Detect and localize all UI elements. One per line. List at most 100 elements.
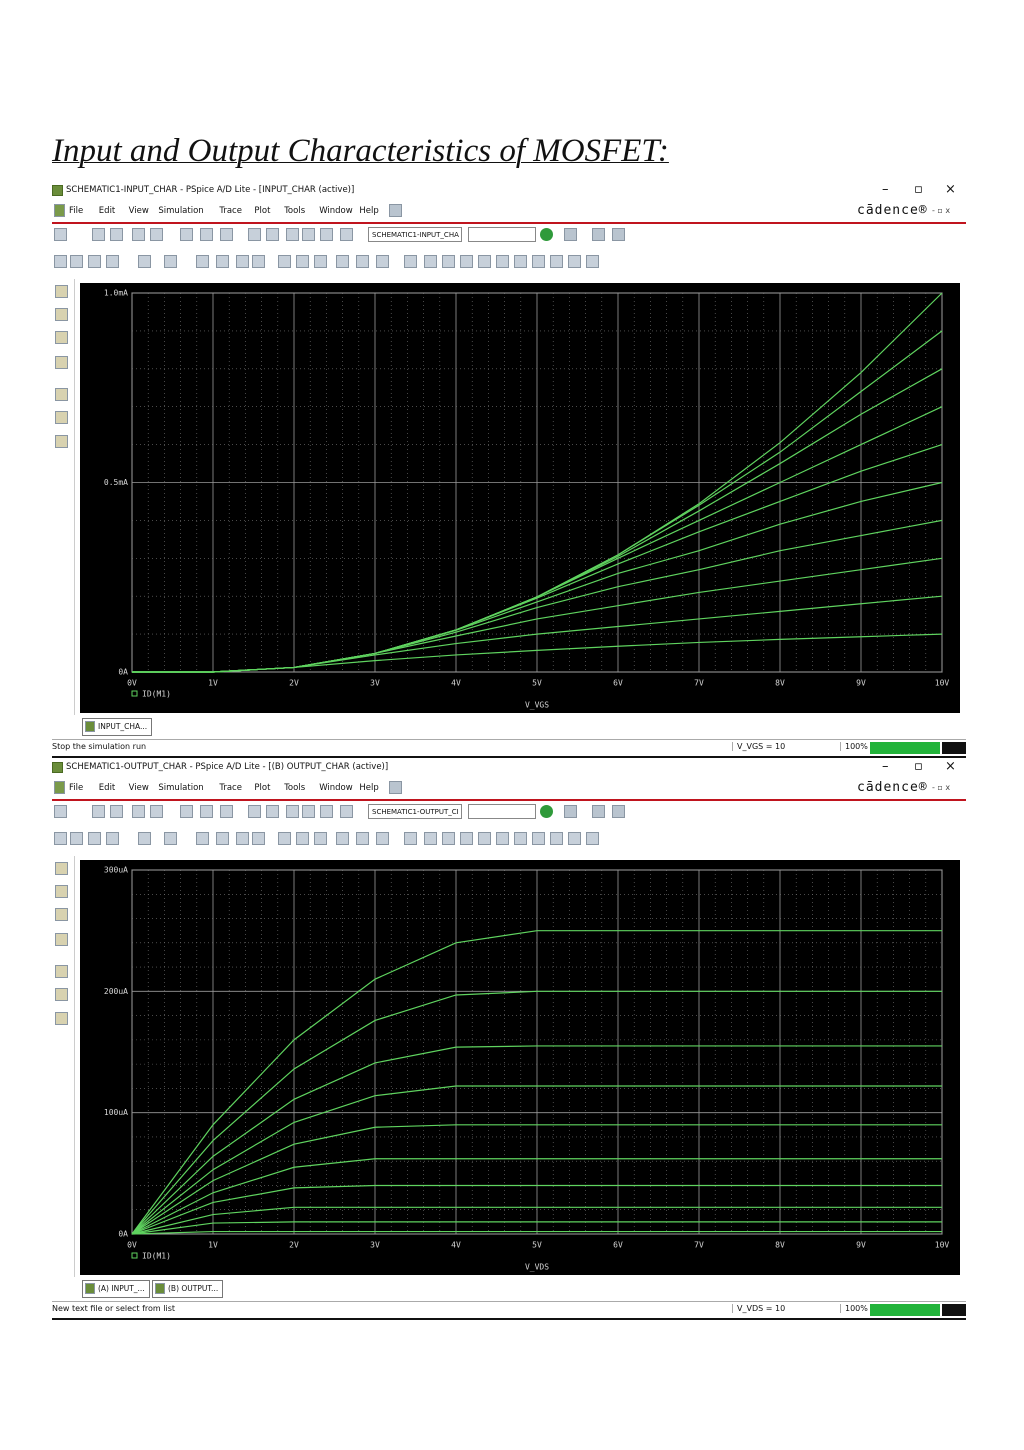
menu-item[interactable]: View xyxy=(128,783,149,793)
profile-field[interactable]: SCHEMATIC1-INPUT_CHA xyxy=(368,227,462,242)
toolbar-button[interactable] xyxy=(320,228,333,241)
toolbar-button[interactable] xyxy=(612,805,625,818)
side-button[interactable] xyxy=(55,388,68,401)
toolbar-button[interactable] xyxy=(568,255,581,268)
side-button[interactable] xyxy=(55,1012,68,1025)
side-button[interactable] xyxy=(55,308,68,321)
toolbar-button[interactable] xyxy=(286,805,299,818)
window-control[interactable]: ▫ xyxy=(914,182,923,197)
run-button[interactable] xyxy=(540,805,553,818)
menu-item[interactable]: Window xyxy=(319,206,353,216)
toolbar-button[interactable] xyxy=(92,805,105,818)
toolbar-button[interactable] xyxy=(442,832,455,845)
toolbar-button[interactable] xyxy=(138,832,151,845)
toolbar-button[interactable] xyxy=(200,228,213,241)
toolbar-button[interactable] xyxy=(404,832,417,845)
toolbar-button[interactable] xyxy=(356,832,369,845)
combo-box[interactable] xyxy=(468,804,536,819)
combo-box[interactable] xyxy=(468,227,536,242)
toolbar-button[interactable] xyxy=(180,228,193,241)
window-control[interactable]: ▫ xyxy=(914,759,923,774)
toolbar-button[interactable] xyxy=(54,255,67,268)
toolbar-button[interactable] xyxy=(70,255,83,268)
toolbar-button[interactable] xyxy=(138,255,151,268)
side-button[interactable] xyxy=(55,965,68,978)
menu-item[interactable]: View xyxy=(128,206,149,216)
toolbar-button[interactable] xyxy=(266,805,279,818)
toolbar-button[interactable] xyxy=(320,805,333,818)
toolbar-button[interactable] xyxy=(586,832,599,845)
toolbar-button[interactable] xyxy=(150,228,163,241)
window-control[interactable]: – xyxy=(882,182,889,197)
toolbar-button[interactable] xyxy=(550,832,563,845)
toolbar-button[interactable] xyxy=(356,255,369,268)
toolbar-button[interactable] xyxy=(196,832,209,845)
toolbar-button[interactable] xyxy=(164,255,177,268)
side-button[interactable] xyxy=(55,285,68,298)
toolbar-button[interactable] xyxy=(150,805,163,818)
document-tab[interactable]: INPUT_CHA... xyxy=(82,718,153,736)
toolbar-button[interactable] xyxy=(336,832,349,845)
toolbar-button[interactable] xyxy=(496,255,509,268)
toolbar-button[interactable] xyxy=(92,228,105,241)
menu-item[interactable]: Tools xyxy=(284,206,306,216)
menu-item[interactable]: Plot xyxy=(254,206,271,216)
toolbar-button[interactable] xyxy=(196,255,209,268)
toolbar-button[interactable] xyxy=(564,805,577,818)
document-tab[interactable]: (A) INPUT_... xyxy=(82,1280,150,1298)
toolbar-button[interactable] xyxy=(132,228,145,241)
menu-item[interactable]: Edit xyxy=(98,206,116,216)
menu-item[interactable]: File xyxy=(69,783,84,793)
toolbar-button[interactable] xyxy=(200,805,213,818)
toolbar-button[interactable] xyxy=(164,832,177,845)
toolbar-button[interactable] xyxy=(106,255,119,268)
toolbar-button[interactable] xyxy=(266,228,279,241)
document-tab[interactable]: (B) OUTPUT... xyxy=(152,1280,224,1298)
toolbar-button[interactable] xyxy=(180,805,193,818)
toolbar-button[interactable] xyxy=(106,832,119,845)
toolbar-button[interactable] xyxy=(286,228,299,241)
toolbar-button[interactable] xyxy=(514,832,527,845)
toolbar-button[interactable] xyxy=(296,832,309,845)
toolbar-button[interactable] xyxy=(314,255,327,268)
toolbar-button[interactable] xyxy=(376,832,389,845)
toolbar-button[interactable] xyxy=(478,255,491,268)
toolbar-button[interactable] xyxy=(110,805,123,818)
toolbar-button[interactable] xyxy=(340,228,353,241)
toolbar-button[interactable] xyxy=(478,832,491,845)
menu-item[interactable]: Help xyxy=(359,783,379,793)
toolbar-button[interactable] xyxy=(586,255,599,268)
side-button[interactable] xyxy=(55,862,68,875)
toolbar-button[interactable] xyxy=(340,805,353,818)
menu-item[interactable]: Tools xyxy=(284,783,306,793)
toolbar-button[interactable] xyxy=(248,805,261,818)
menu-item[interactable]: File xyxy=(69,206,84,216)
side-button[interactable] xyxy=(55,933,68,946)
menu-item[interactable]: Edit xyxy=(98,783,116,793)
toolbar-button[interactable] xyxy=(278,255,291,268)
toolbar-button[interactable] xyxy=(514,255,527,268)
toolbar-button[interactable] xyxy=(592,228,605,241)
toolbar-button[interactable] xyxy=(236,832,249,845)
toolbar-button[interactable] xyxy=(460,832,473,845)
toolbar-button[interactable] xyxy=(404,255,417,268)
menu-item[interactable]: Plot xyxy=(254,783,271,793)
toolbar-button[interactable] xyxy=(70,832,83,845)
toolbar-button[interactable] xyxy=(532,832,545,845)
toolbar-button[interactable] xyxy=(54,228,67,241)
menu-item[interactable]: Trace xyxy=(219,783,242,793)
toolbar-button[interactable] xyxy=(278,832,291,845)
menu-item[interactable]: Simulation xyxy=(158,783,204,793)
toolbar-button[interactable] xyxy=(336,255,349,268)
toolbar-button[interactable] xyxy=(424,255,437,268)
toolbar-button[interactable] xyxy=(296,255,309,268)
toolbar-button[interactable] xyxy=(216,255,229,268)
toolbar-button[interactable] xyxy=(54,832,67,845)
toolbar-button[interactable] xyxy=(496,832,509,845)
toolbar-button[interactable] xyxy=(442,255,455,268)
menu-item[interactable]: Window xyxy=(319,783,353,793)
side-button[interactable] xyxy=(55,435,68,448)
toolbar-button[interactable] xyxy=(532,255,545,268)
side-button[interactable] xyxy=(55,885,68,898)
toolbar-button[interactable] xyxy=(248,228,261,241)
